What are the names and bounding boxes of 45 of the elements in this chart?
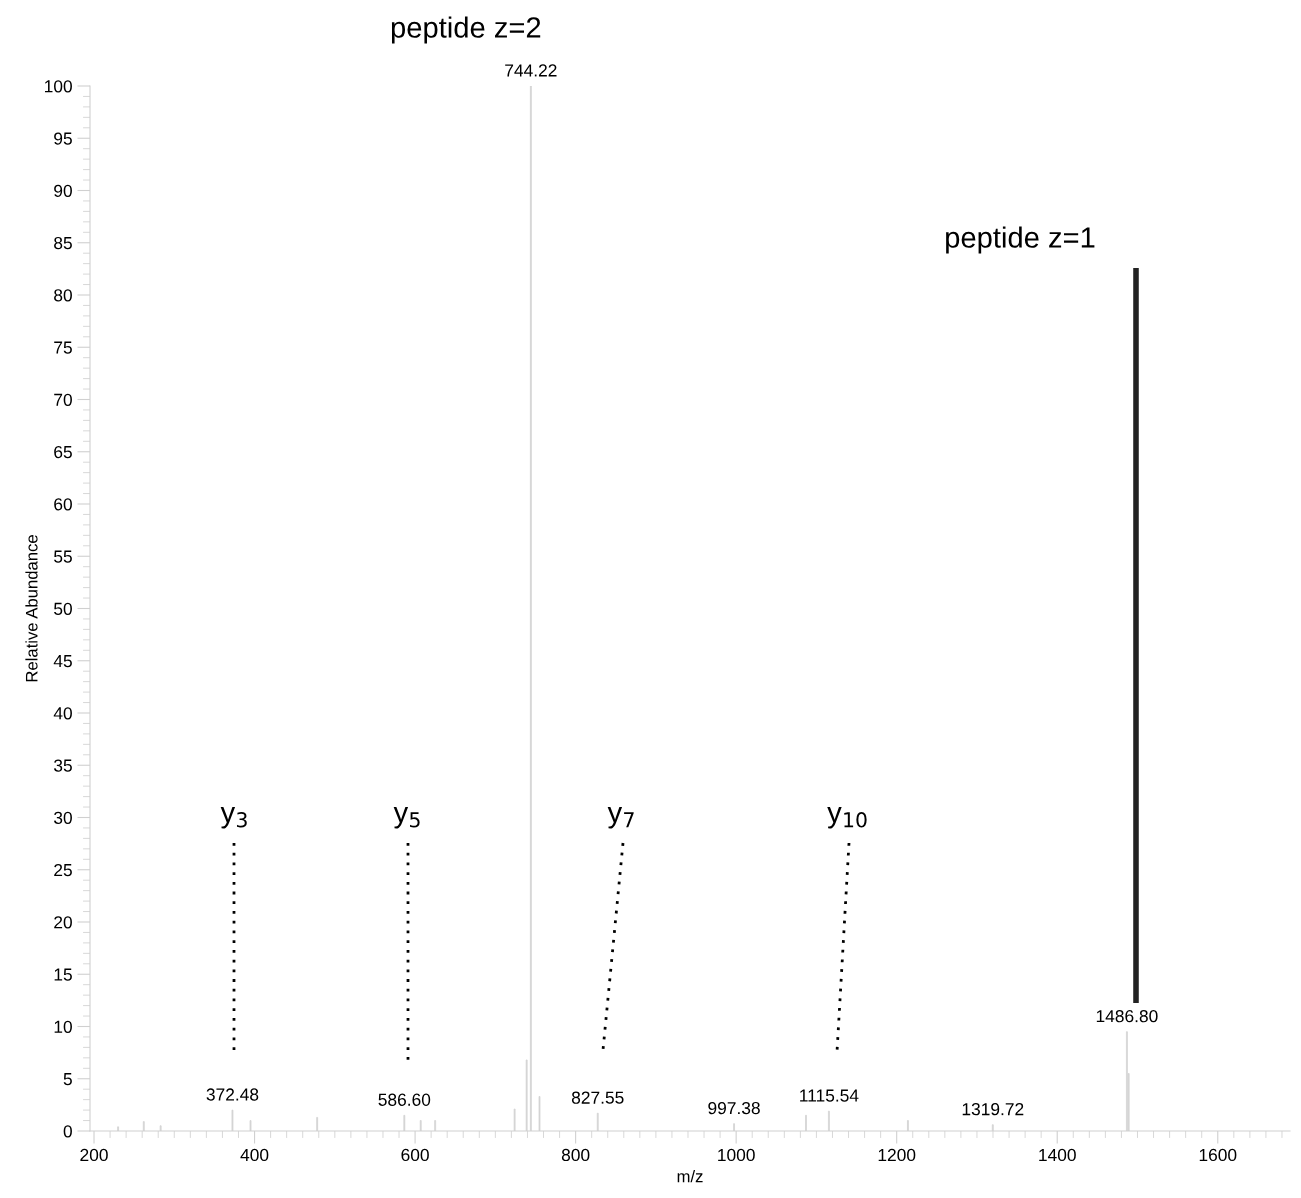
annotation: y$_{10}$ [827, 807, 867, 829]
x-tick-label: 200 [80, 1148, 108, 1162]
x-axis-title: m/z [677, 1170, 703, 1183]
annotation: 997.38 [708, 1101, 760, 1115]
annotation: 1319.72 [962, 1103, 1024, 1116]
y-tick-label: 55 [54, 550, 72, 563]
y-tick-label: 75 [54, 341, 72, 354]
y-tick-label: 70 [54, 393, 72, 406]
y-tick-label: 20 [54, 916, 72, 929]
annotation: 1486.80 [1096, 1010, 1158, 1023]
x-tick-label: 1600 [1199, 1148, 1237, 1162]
y-tick-label: 10 [54, 1020, 72, 1033]
annotation: y$_{3}$ [220, 807, 247, 829]
y-tick-label: 85 [54, 236, 72, 250]
x-tick-label: 1200 [878, 1148, 916, 1162]
x-tick-label: 800 [561, 1148, 590, 1162]
annotation: y$_{5}$ [393, 807, 420, 829]
y-tick-label: 65 [54, 445, 72, 459]
annotation: y$_{7}$ [607, 807, 634, 829]
y-tick-label: 25 [54, 863, 72, 877]
y-tick-label: 95 [54, 132, 72, 145]
annotation: 827.55 [571, 1091, 624, 1104]
y-tick-label: 15 [54, 968, 72, 981]
x-tick-label: 400 [240, 1148, 269, 1162]
x-tick-label: 600 [401, 1148, 429, 1162]
annotation: 1115.54 [800, 1089, 859, 1102]
y-tick-label: 100 [45, 80, 72, 93]
y-tick-label: 30 [53, 811, 72, 824]
annotation: 586.60 [378, 1093, 431, 1106]
y-tick-label: 50 [54, 602, 72, 615]
y-tick-label: 90 [54, 184, 72, 197]
y-tick-label: 80 [54, 289, 72, 302]
annotation: 372.48 [206, 1088, 259, 1101]
annotation: 744.22 [505, 64, 557, 77]
y-tick-label: 45 [53, 655, 72, 668]
annotation: peptide z=2 [391, 16, 541, 44]
y-tick-label: 40 [53, 707, 72, 720]
y-tick-label: 5 [63, 1073, 72, 1086]
annotation: peptide z=1 [946, 226, 1095, 254]
y-tick-label: 35 [53, 759, 72, 772]
y-axis-title: Relative Abundance [25, 535, 38, 682]
x-tick-label: 1400 [1039, 1148, 1076, 1162]
y-tick-label: 0 [63, 1125, 72, 1138]
x-tick-label: 1000 [718, 1148, 755, 1162]
y-tick-label: 60 [54, 498, 72, 511]
